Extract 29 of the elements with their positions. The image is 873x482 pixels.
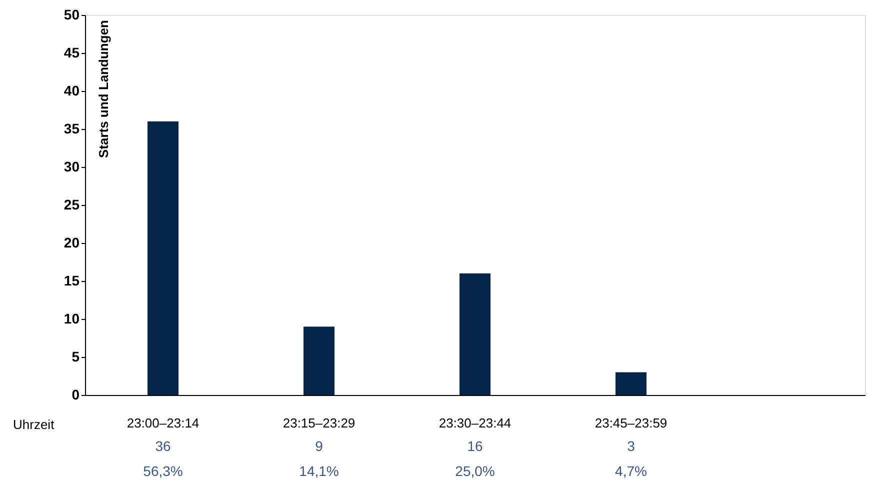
data-label: 9 <box>315 438 324 454</box>
y-tick-label: 25 <box>64 196 80 212</box>
x-tick-label: 23:45–23:59 <box>594 416 668 430</box>
data-label: 16 <box>467 438 483 454</box>
text: 14,1% <box>299 463 339 479</box>
x-tick-label: 23:15–23:29 <box>282 416 356 430</box>
y-tick-label: 20 <box>64 234 80 250</box>
y-tick-label: 5 <box>72 348 80 364</box>
bar <box>616 372 646 395</box>
text: 4,7% <box>615 463 647 479</box>
text: 56,3% <box>143 463 183 479</box>
y-tick-label: 50 <box>64 6 80 22</box>
y-tick-label: 10 <box>64 310 80 326</box>
y-tick-label: 30 <box>64 158 80 174</box>
data-label: 3 <box>627 438 636 454</box>
y-tick-label: 40 <box>64 82 80 98</box>
y-axis-title: Starts und Landungen <box>96 20 111 158</box>
x-tick-label: 23:00–23:14 <box>126 416 200 430</box>
y-tick-label: 0 <box>72 386 80 402</box>
x-tick-label: 23:30–23:44 <box>438 416 512 430</box>
y-tick-label: 35 <box>64 120 80 136</box>
bar <box>148 121 178 395</box>
bar <box>304 326 334 395</box>
y-tick-label: 45 <box>64 44 80 60</box>
text: 25,0% <box>455 463 495 479</box>
data-label: 36 <box>155 438 171 454</box>
y-tick-label: 15 <box>64 272 80 288</box>
bar <box>460 273 490 395</box>
x-axis-title: Uhrzeit <box>13 417 55 432</box>
